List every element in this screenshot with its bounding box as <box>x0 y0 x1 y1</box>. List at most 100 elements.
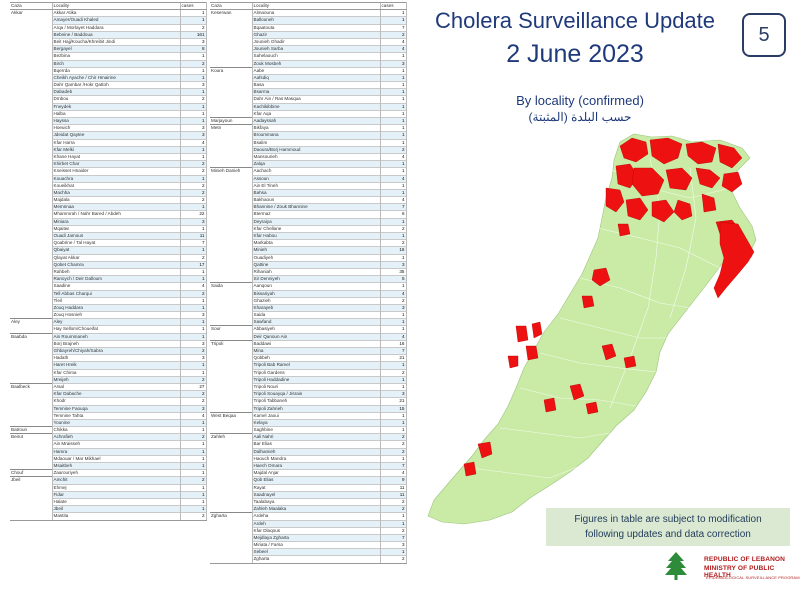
table-row: Bahsa 1 <box>210 188 407 197</box>
caza-cell <box>210 398 252 405</box>
caza-cell <box>10 362 52 369</box>
caza-cell <box>210 182 252 189</box>
note-line-1: Figures in table are subject to modifica… <box>574 514 762 525</box>
case-locality-area <box>619 137 649 163</box>
cases-cell: 1 <box>179 203 207 211</box>
locality-cell: Assoun <box>251 174 380 183</box>
table-row: Sour Abbasiyeh 1 <box>210 325 407 334</box>
table-row: Minieh Danieh Aachach 1 <box>210 167 407 175</box>
case-locality-area <box>531 321 543 339</box>
locality-cell: Mastita <box>51 512 180 521</box>
table-row: Zahleh Aali Nahri 2 <box>210 433 407 441</box>
caza-cell <box>10 189 52 196</box>
case-locality-area <box>585 401 599 415</box>
table-row: Marjayoun Aadayssah 1 <box>210 116 407 125</box>
locality-cell: Abbasiyeh <box>251 325 380 334</box>
cases-cell: 21 <box>379 397 407 405</box>
table-row: Koura Aabe 1 <box>210 66 407 75</box>
cases-cell: 3 <box>179 124 207 132</box>
cases-cell: 1 <box>179 332 207 341</box>
caza-cell <box>10 146 52 153</box>
caza-cell <box>210 247 252 254</box>
caza-cell <box>210 498 252 505</box>
table-row: Kfar Habou 1 <box>210 231 407 240</box>
caza-cell: Aley <box>10 318 52 326</box>
cases-cell: 5 <box>379 275 407 283</box>
cases-cell: 1 <box>179 368 207 377</box>
cases-cell: 1 <box>179 267 207 276</box>
locality-cell: Sebeel <box>251 548 380 556</box>
caza-cell <box>10 512 52 521</box>
table-row: Haret Hreik 1 <box>10 361 207 370</box>
table-row: Bqaatouta 7 <box>210 23 407 32</box>
cases-cell: 1 <box>179 497 207 506</box>
cases-cell: 7 <box>379 346 407 355</box>
table-row: Batroun Chikka 1 <box>10 426 207 434</box>
locality-cell: Bhannine / Zouk Bhannine <box>251 203 380 211</box>
table-row: Jdeidat Qaytee 3 <box>10 131 207 140</box>
locality-cell: Zouq Haddara <box>51 303 180 312</box>
cases-cell: 4 <box>179 138 207 147</box>
case-locality-area <box>601 343 617 361</box>
case-localities <box>463 137 755 477</box>
locality-cell: Ardeh <box>251 519 380 528</box>
locality-cell: Zaarouriyeh <box>51 469 180 477</box>
locality-cell: Hadath <box>51 354 180 362</box>
caza-cell <box>210 146 252 153</box>
caza-cell <box>210 153 252 160</box>
table-row: Bqerrda 1 <box>10 66 207 75</box>
locality-cell: Minieh <box>251 246 380 255</box>
locality-cell: Arqa / Morlayet Haddara <box>51 23 180 32</box>
table-row: Sebeel 1 <box>210 548 407 556</box>
locality-cell: Tripoli Souayqa / Jisrain <box>251 390 380 398</box>
caza-cell: Akkar <box>10 9 52 17</box>
table-row: Broummana 1 <box>210 131 407 140</box>
table-row: Jbeil Amchit 2 <box>10 476 207 485</box>
locality-cell: Mdaouar / Mar Mikhael <box>51 454 180 463</box>
table-row: Miniara 3 <box>10 217 207 226</box>
cases-cell: 1 <box>179 224 207 233</box>
table-row: Zgharta 2 <box>210 555 407 564</box>
table-row: Chouf Zaarouriyeh 1 <box>10 469 207 477</box>
caza-cell <box>210 383 252 390</box>
locality-cell: Qobet Chamra <box>51 260 180 269</box>
caza-cell <box>10 240 52 247</box>
locality-cell: Qlayat Akkar <box>51 253 180 262</box>
locality-cell: Bebnine / Baddoua <box>51 30 180 39</box>
cases-cell: 1 <box>179 447 207 456</box>
locality-cell: Tleil <box>51 296 180 305</box>
caza-cell <box>210 132 252 139</box>
locality-cell: Bsalim <box>251 138 380 147</box>
cases-cell: 7 <box>179 239 207 247</box>
caza-cell <box>10 197 52 204</box>
locality-cell: Hay Sellom/Choueifat <box>51 325 180 334</box>
cases-cell: 7 <box>379 461 407 470</box>
locality-cell: Kneisset Hnaider <box>51 167 180 175</box>
caza-cell <box>10 225 52 232</box>
caza-cell <box>210 53 252 60</box>
locality-cell: Dabadeb <box>51 88 180 96</box>
table-row: Bissariyah 4 <box>210 289 407 298</box>
cases-cell: 3 <box>179 37 207 46</box>
locality-cell: Birch <box>51 59 180 68</box>
caza-cell <box>10 168 52 175</box>
caza-cell <box>210 204 252 211</box>
cases-cell: 7 <box>379 203 407 211</box>
case-locality-area <box>617 223 631 237</box>
table-row: Keserwan Almaouna 1 <box>210 9 407 17</box>
locality-cell: Msaitbeh <box>51 461 180 470</box>
table-row: Tripoli Gardens 2 <box>210 368 407 377</box>
cases-cell: 7 <box>379 533 407 542</box>
caza-cell: Baabda <box>10 332 52 341</box>
caza-cell: Keserwan <box>210 9 252 17</box>
caza-cell <box>210 268 252 275</box>
caza-cell <box>210 319 252 326</box>
table-row: Bebnine / Baddoua 161 <box>10 30 207 39</box>
table-row: Koueikhat 2 <box>10 181 207 190</box>
cases-cell: 4 <box>179 282 207 290</box>
table-row: Zgharta Ardeha 1 <box>210 512 407 520</box>
case-locality-area <box>685 141 717 165</box>
table-row: Ehmej 1 <box>10 483 207 492</box>
locality-cell: Ain El Tineh <box>251 181 380 190</box>
table-row: Khane Hayat 1 <box>10 152 207 161</box>
